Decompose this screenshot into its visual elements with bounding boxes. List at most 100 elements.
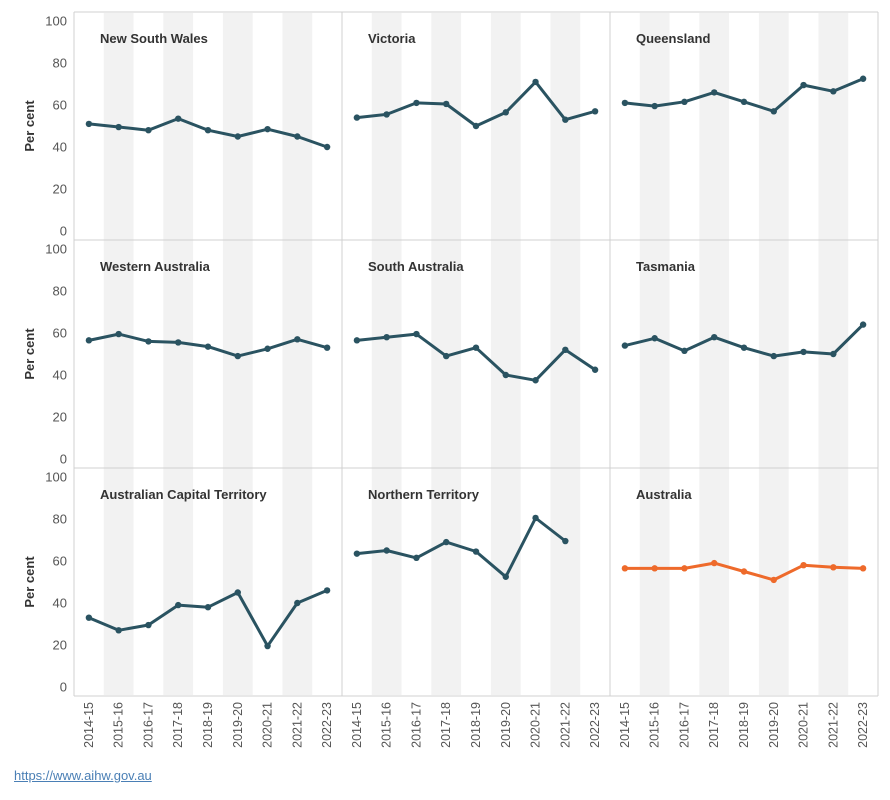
y-tick-label: 40 — [53, 368, 67, 383]
x-tick-label: 2021-22 — [558, 702, 572, 748]
panel-borders — [73, 11, 879, 697]
data-point — [532, 78, 539, 86]
data-point — [294, 133, 301, 140]
x-tick-label: 2018-19 — [201, 702, 215, 748]
x-tick-label: 2015-16 — [648, 702, 662, 748]
x-tick-label: 2015-16 — [112, 702, 126, 748]
y-tick-label: 100 — [45, 14, 67, 29]
data-point — [740, 98, 748, 106]
data-point — [800, 562, 807, 569]
data-point — [681, 565, 688, 572]
y-tick-label: 80 — [53, 284, 67, 299]
panel-title: Tasmania — [636, 259, 696, 274]
x-tick-label: 2017-18 — [439, 702, 453, 748]
data-point — [175, 115, 182, 122]
x-tick-label: 2020-21 — [261, 702, 275, 748]
data-point — [323, 587, 331, 594]
data-point — [770, 352, 777, 360]
panel-south-australia: South Australia — [353, 259, 599, 384]
x-tick-label: 2018-19 — [469, 702, 483, 748]
y-axis-label: Per cent — [22, 100, 37, 152]
x-tick-label: 2018-19 — [737, 702, 751, 748]
x-tick-label: 2019-20 — [767, 702, 781, 748]
column-band — [490, 13, 521, 695]
y-tick-label: 60 — [53, 326, 67, 341]
y-tick-label: 40 — [53, 140, 67, 155]
panel-australian-capital-territory: Australian Capital Territory — [85, 487, 331, 650]
y-tick-label: 60 — [53, 554, 67, 569]
data-point — [711, 559, 718, 567]
data-point — [175, 601, 182, 609]
panel-title: Western Australia — [100, 259, 211, 274]
data-point — [294, 599, 301, 607]
column-bands — [103, 13, 313, 695]
column-band — [282, 13, 313, 695]
panel-title: Victoria — [368, 31, 416, 46]
data-point — [115, 123, 122, 131]
data-point — [562, 116, 569, 123]
data-point — [532, 377, 539, 384]
y-tick-label: 100 — [45, 242, 67, 257]
series-line — [355, 516, 567, 579]
data-point — [115, 627, 122, 634]
y-tick-label: 20 — [53, 182, 67, 197]
column-band — [550, 13, 581, 695]
data-point — [323, 344, 331, 351]
x-tick-label: 2017-18 — [707, 702, 721, 748]
data-point — [591, 108, 599, 115]
data-point — [562, 537, 569, 545]
x-tick-label: 2021-22 — [290, 702, 304, 748]
x-tick-label: 2022-23 — [320, 702, 334, 748]
data-point — [353, 114, 361, 121]
panel-title: South Australia — [368, 259, 464, 274]
data-point — [294, 336, 301, 343]
x-tick-label: 2016-17 — [141, 702, 155, 748]
data-point — [711, 89, 718, 96]
data-point — [621, 342, 629, 349]
data-point — [264, 642, 271, 650]
x-tick-label: 2019-20 — [231, 702, 245, 748]
data-point — [85, 614, 93, 621]
x-tick-label: 2019-20 — [499, 702, 513, 748]
column-band — [371, 13, 402, 695]
y-tick-label: 0 — [60, 452, 67, 467]
data-point — [413, 99, 420, 107]
data-point — [145, 621, 152, 629]
data-point — [800, 81, 807, 89]
x-tick-label: 2014-15 — [82, 702, 96, 748]
data-point — [562, 346, 569, 353]
data-point — [234, 133, 241, 140]
data-point — [472, 122, 480, 130]
panel-northern-territory: Northern Territory — [353, 487, 569, 580]
data-point — [859, 565, 867, 572]
y-axis-label: Per cent — [22, 556, 37, 608]
y-tick-label: 80 — [53, 56, 67, 71]
data-point — [740, 568, 748, 575]
data-point — [502, 573, 509, 580]
x-tick-label: 2021-22 — [826, 702, 840, 748]
data-point — [383, 547, 390, 554]
data-point — [621, 565, 629, 572]
y-axis-label: Per cent — [22, 328, 37, 380]
column-band — [103, 13, 134, 695]
x-tick-label: 2022-23 — [588, 702, 602, 748]
source-link[interactable]: https://www.aihw.gov.au — [14, 768, 152, 783]
data-point — [443, 352, 450, 360]
column-bands — [371, 13, 581, 695]
y-tick-label: 80 — [53, 512, 67, 527]
data-point — [502, 109, 509, 116]
data-point — [830, 564, 837, 571]
data-point — [353, 550, 361, 557]
x-tick-label: 2022-23 — [856, 702, 870, 748]
data-point — [472, 344, 480, 351]
x-tick-label: 2014-15 — [350, 702, 364, 748]
y-tick-label: 40 — [53, 596, 67, 611]
data-point — [85, 120, 93, 128]
panel-title: Australia — [636, 487, 692, 502]
panel-title: Queensland — [636, 31, 710, 46]
data-point — [443, 100, 450, 108]
data-point — [681, 347, 688, 355]
y-tick-label: 100 — [45, 470, 67, 485]
data-point — [651, 565, 658, 572]
data-point — [770, 576, 777, 584]
